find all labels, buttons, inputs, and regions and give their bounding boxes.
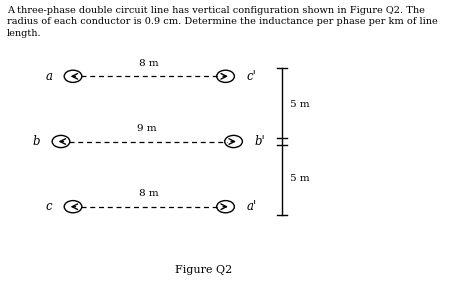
Text: a': a' bbox=[246, 200, 256, 213]
Text: 5 m: 5 m bbox=[290, 174, 310, 183]
Text: A three-phase double circuit line has vertical configuration shown in Figure Q2.: A three-phase double circuit line has ve… bbox=[7, 6, 438, 38]
Text: b: b bbox=[33, 135, 40, 148]
Text: 5 m: 5 m bbox=[290, 100, 310, 109]
Text: a: a bbox=[45, 70, 52, 83]
Text: c: c bbox=[46, 200, 52, 213]
Text: b': b' bbox=[255, 135, 265, 148]
Text: 9 m: 9 m bbox=[137, 124, 157, 133]
Text: Figure Q2: Figure Q2 bbox=[175, 265, 232, 275]
Text: c': c' bbox=[246, 70, 256, 83]
Text: 8 m: 8 m bbox=[139, 59, 159, 68]
Text: 8 m: 8 m bbox=[139, 189, 159, 198]
